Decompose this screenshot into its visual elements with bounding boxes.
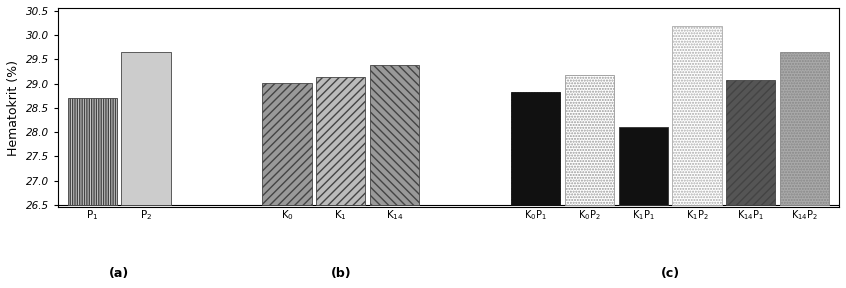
- Text: P$_1$: P$_1$: [86, 208, 98, 222]
- Bar: [262, 83, 311, 205]
- Bar: [618, 127, 667, 205]
- Bar: [511, 92, 560, 205]
- Y-axis label: Hematokrit (%): Hematokrit (%): [7, 60, 20, 156]
- Text: P$_2$: P$_2$: [140, 208, 152, 222]
- Bar: [565, 75, 614, 205]
- Bar: [121, 52, 171, 205]
- Text: K$_{14}$: K$_{14}$: [386, 208, 404, 222]
- Text: K$_1$: K$_1$: [334, 208, 347, 222]
- Bar: [673, 26, 722, 205]
- Text: (c): (c): [661, 267, 679, 280]
- Bar: [370, 65, 420, 205]
- Bar: [68, 98, 117, 205]
- Bar: [726, 79, 776, 205]
- Text: K$_{14}$P$_1$: K$_{14}$P$_1$: [737, 208, 764, 222]
- Text: K$_0$P$_1$: K$_0$P$_1$: [525, 208, 547, 222]
- Text: K$_0$P$_2$: K$_0$P$_2$: [578, 208, 601, 222]
- Text: K$_1$P$_1$: K$_1$P$_1$: [632, 208, 655, 222]
- Text: (b): (b): [331, 267, 351, 280]
- Bar: [316, 77, 365, 205]
- Text: K$_0$: K$_0$: [281, 208, 294, 222]
- Text: (a): (a): [109, 267, 129, 280]
- Bar: [780, 52, 829, 205]
- Text: K$_1$P$_2$: K$_1$P$_2$: [686, 208, 708, 222]
- Text: K$_{14}$P$_2$: K$_{14}$P$_2$: [791, 208, 818, 222]
